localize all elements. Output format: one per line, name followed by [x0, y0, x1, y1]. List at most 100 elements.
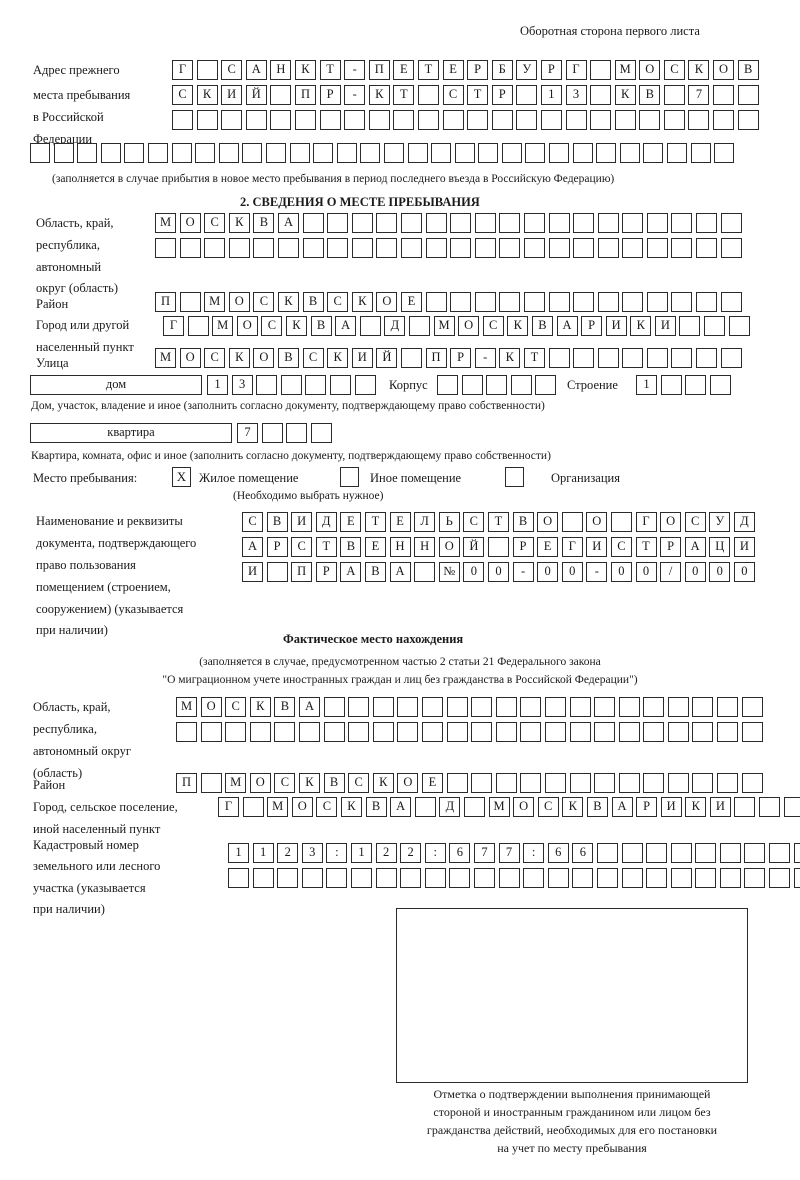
prev-address-comb-row-3-cell-23[interactable] — [737, 110, 759, 130]
prev-address-comb-row-4-cell-15[interactable] — [383, 143, 404, 163]
section2-district-comb-cell-17[interactable] — [573, 292, 595, 312]
actual-region-comb-row-1-cell-19[interactable] — [643, 697, 665, 717]
document-comb-row-1-cell-16[interactable]: Г — [635, 512, 657, 532]
cadastre-comb-row-1-cell-6[interactable]: 2 — [375, 843, 397, 863]
section2-region-comb-row-1-cell-1[interactable]: О — [179, 213, 201, 233]
section2-street-comb-cell-13[interactable]: - — [474, 348, 496, 368]
document-comb-row-1-cell-13[interactable] — [561, 512, 583, 532]
prev-address-comb-row-3-cell-4[interactable] — [270, 110, 292, 130]
document-comb-row-1-cell-1[interactable]: В — [266, 512, 288, 532]
cadastre-comb-row-1-cell-4[interactable]: : — [326, 843, 348, 863]
actual-city-comb-cell-20[interactable]: И — [709, 797, 731, 817]
prev-address-comb-row-2-cell-3[interactable]: Й — [245, 85, 267, 105]
prev-address-comb-row-3-cell-3[interactable] — [245, 110, 267, 130]
actual-region-comb-row-1-cell-18[interactable] — [618, 697, 640, 717]
cadastre-comb-row-2-cell-2[interactable] — [277, 868, 299, 888]
actual-region-comb-row-2-cell-1[interactable] — [200, 722, 222, 742]
prev-address-comb-row-4-cell-22[interactable] — [549, 143, 570, 163]
section2-city-comb-cell-23[interactable] — [728, 316, 750, 336]
section2-region-comb-row-2-cell-3[interactable] — [228, 238, 250, 258]
prev-address-comb-row-1-cell-21[interactable]: К — [688, 60, 710, 80]
section2-city-comb-cell-21[interactable] — [679, 316, 701, 336]
korpus-comb-cell-4[interactable] — [535, 375, 557, 395]
stroenie-comb-cell-1[interactable] — [660, 375, 682, 395]
stroenie-comb-cell-2[interactable] — [685, 375, 707, 395]
actual-region-comb-row-2-cell-9[interactable] — [397, 722, 419, 742]
document-comb-row-2-cell-15[interactable]: С — [610, 537, 632, 557]
section2-region-comb-row-2-cell-7[interactable] — [327, 238, 349, 258]
section2-district-comb-cell-4[interactable]: С — [253, 292, 275, 312]
actual-city-comb-cell-22[interactable] — [759, 797, 781, 817]
actual-district-comb-cell-10[interactable]: Е — [421, 773, 443, 793]
prev-address-comb-row-3-cell-13[interactable] — [491, 110, 513, 130]
section2-city-comb-cell-4[interactable]: С — [261, 316, 283, 336]
actual-region-comb-row-2-cell-23[interactable] — [741, 722, 763, 742]
prev-address-comb-row-2-cell-18[interactable]: К — [614, 85, 636, 105]
document-comb-row-2-cell-6[interactable]: Н — [389, 537, 411, 557]
actual-district-comb-cell-20[interactable] — [667, 773, 689, 793]
stay-option-checkbox-2[interactable] — [505, 467, 524, 487]
section2-street-comb-cell-21[interactable] — [671, 348, 693, 368]
document-comb-row-1-cell-2[interactable]: И — [291, 512, 313, 532]
prev-address-comb-row-4-cell-9[interactable] — [242, 143, 263, 163]
actual-district-comb-cell-0[interactable]: П — [176, 773, 197, 793]
document-comb-row-2-cell-16[interactable]: Т — [635, 537, 657, 557]
cadastre-comb-row-2-cell-8[interactable] — [424, 868, 446, 888]
house-number-comb-cell-0[interactable]: 1 — [207, 375, 228, 395]
prev-address-comb-row-2-cell-9[interactable]: Т — [393, 85, 415, 105]
prev-address-comb-row-3-cell-20[interactable] — [663, 110, 685, 130]
document-comb-row-1-cell-10[interactable]: Т — [487, 512, 509, 532]
section2-district-comb-cell-21[interactable] — [671, 292, 693, 312]
section2-district-comb-cell-3[interactable]: О — [228, 292, 250, 312]
document-comb-row-3-cell-14[interactable]: - — [586, 562, 608, 582]
section2-district-comb-cell-12[interactable] — [450, 292, 472, 312]
prev-address-comb-row-2-cell-10[interactable] — [417, 85, 439, 105]
cadastre-comb-row-1-cell-19[interactable] — [695, 843, 717, 863]
actual-district-comb-cell-21[interactable] — [692, 773, 714, 793]
korpus-comb-cell-2[interactable] — [486, 375, 508, 395]
document-comb-row-2-cell-4[interactable]: В — [340, 537, 362, 557]
actual-city-comb-cell-0[interactable]: Г — [218, 797, 239, 817]
prev-address-comb-row-2-cell-5[interactable]: П — [294, 85, 316, 105]
actual-region-comb-row-1-cell-17[interactable] — [594, 697, 616, 717]
section2-city-comb-cell-5[interactable]: К — [285, 316, 307, 336]
section2-district-comb-cell-8[interactable]: К — [351, 292, 373, 312]
actual-region-comb-row-1-cell-8[interactable] — [372, 697, 394, 717]
prev-address-comb-row-3[interactable] — [172, 110, 759, 130]
actual-region-comb-row-2-cell-15[interactable] — [544, 722, 566, 742]
house-number-comb-cell-3[interactable] — [280, 375, 302, 395]
cadastre-comb-row-2-cell-3[interactable] — [301, 868, 323, 888]
prev-address-comb-row-1-cell-1[interactable] — [196, 60, 218, 80]
cadastre-comb-row-1-cell-15[interactable] — [596, 843, 618, 863]
actual-region-comb-row-2-cell-20[interactable] — [667, 722, 689, 742]
flat-number-comb[interactable]: 7 — [237, 423, 332, 443]
document-comb-row-3-cell-19[interactable]: 0 — [709, 562, 731, 582]
korpus-comb[interactable] — [437, 375, 557, 395]
section2-city-comb-cell-10[interactable] — [408, 316, 430, 336]
document-comb-row-2-cell-9[interactable]: Й — [463, 537, 485, 557]
section2-region-comb-row-2-cell-17[interactable] — [573, 238, 595, 258]
actual-city-comb-cell-4[interactable]: С — [316, 797, 338, 817]
actual-district-comb-cell-1[interactable] — [200, 773, 222, 793]
actual-district-comb-cell-7[interactable]: С — [348, 773, 370, 793]
actual-city-comb-cell-10[interactable] — [463, 797, 485, 817]
actual-region-comb-row-2-cell-18[interactable] — [618, 722, 640, 742]
section2-district-comb-cell-1[interactable] — [179, 292, 201, 312]
prev-address-comb-row-4-cell-5[interactable] — [147, 143, 168, 163]
section2-region-comb-row-2-cell-13[interactable] — [474, 238, 496, 258]
section2-district-comb-cell-18[interactable] — [597, 292, 619, 312]
prev-address-comb-row-4-cell-14[interactable] — [360, 143, 381, 163]
prev-address-comb-row-4-cell-11[interactable] — [289, 143, 310, 163]
section2-region-comb-row-2-cell-23[interactable] — [720, 238, 742, 258]
prev-address-comb-row-2-cell-13[interactable]: Р — [491, 85, 513, 105]
document-comb-row-1-cell-8[interactable]: Ь — [438, 512, 460, 532]
cadastre-comb-row-1-cell-21[interactable] — [744, 843, 766, 863]
prev-address-comb-row-1-cell-15[interactable]: Р — [540, 60, 562, 80]
actual-city-comb-cell-14[interactable]: К — [562, 797, 584, 817]
actual-city-comb-cell-9[interactable]: Д — [439, 797, 461, 817]
prev-address-comb-row-4-cell-23[interactable] — [572, 143, 593, 163]
cadastre-comb-row-1-cell-3[interactable]: 3 — [301, 843, 323, 863]
actual-city-comb-cell-18[interactable]: И — [660, 797, 682, 817]
